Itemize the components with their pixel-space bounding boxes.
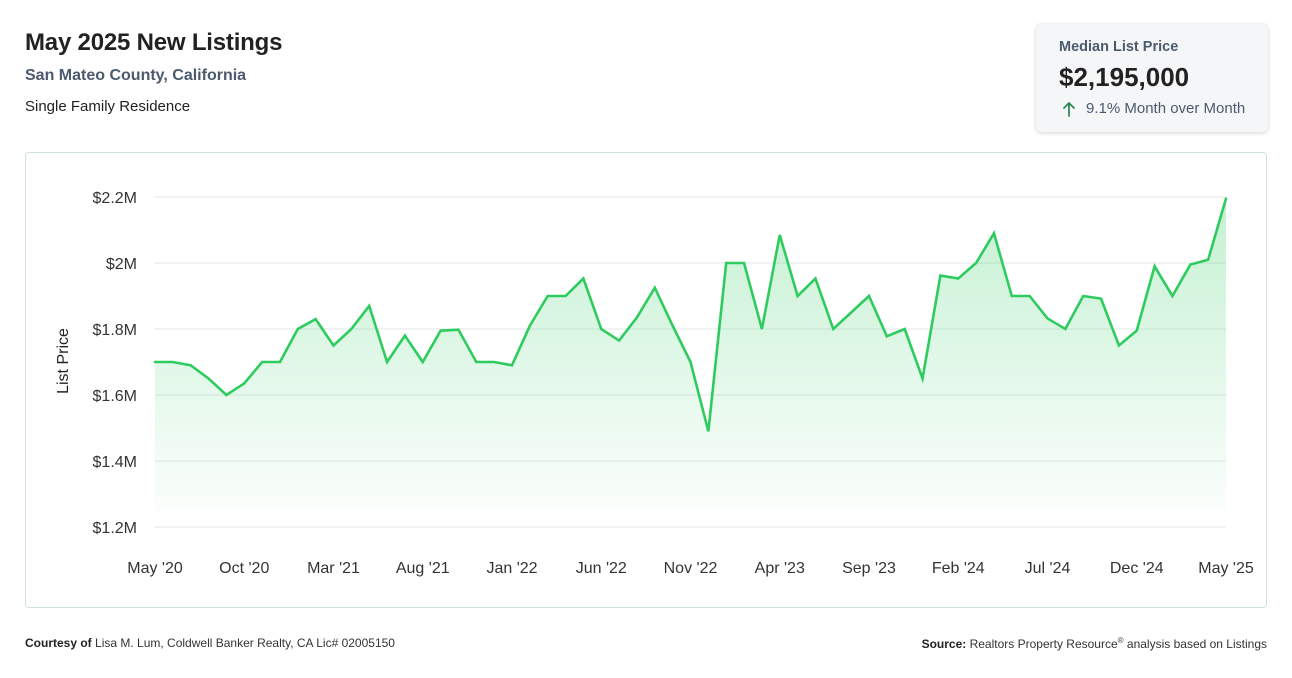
registered-mark: ® xyxy=(1117,636,1124,645)
source-text: Realtors Property Resource xyxy=(969,637,1118,651)
y-tick-label: $2.2M xyxy=(93,190,137,207)
x-tick-label: May '25 xyxy=(1198,560,1254,577)
x-tick-label: Sep '23 xyxy=(842,560,896,577)
median-list-price-card: Median List Price $2,195,000 9.1% Month … xyxy=(1036,24,1268,132)
y-tick-labels: $2.2M $2M $1.8M $1.6M $1.4M $1.2M xyxy=(93,190,137,537)
x-tick-label: May '20 xyxy=(127,560,183,577)
courtesy-note: Courtesy of Lisa M. Lum, Coldwell Banker… xyxy=(25,636,395,650)
y-tick-label: $1.4M xyxy=(93,454,137,471)
source-text-2: analysis based on Listings xyxy=(1126,637,1267,651)
series-line-path xyxy=(153,197,1228,432)
x-tick-label: Jul '24 xyxy=(1025,560,1071,577)
page-title: May 2025 New Listings xyxy=(25,29,283,56)
stat-label: Median List Price xyxy=(1059,39,1179,55)
area-fill-path xyxy=(155,198,1226,511)
y-tick-label: $1.8M xyxy=(93,322,137,339)
source-label: Source: xyxy=(921,637,967,651)
chart-frame: $2.2M $2M $1.8M $1.6M $1.4M $1.2M May '20 Oct … xyxy=(25,152,1267,608)
list-price-chart: $2.2M $2M $1.8M $1.6M $1.4M $1.2M May '20 Oct … xyxy=(55,190,1254,577)
x-tick-label: Mar '21 xyxy=(307,560,360,577)
location-subtitle: San Mateo County, California xyxy=(25,67,247,84)
area-fill xyxy=(155,198,1226,511)
source-note: Source: Realtors Property Resource® anal… xyxy=(922,636,1267,651)
x-tick-label: Aug '21 xyxy=(396,560,450,577)
y-tick-label: $2M xyxy=(106,256,137,273)
arrow-up-icon xyxy=(1063,101,1075,117)
x-tick-label: Dec '24 xyxy=(1110,560,1164,577)
courtesy-label: Courtesy of xyxy=(25,636,92,650)
y-axis-label: List Price xyxy=(55,328,72,394)
courtesy-text: Lisa M. Lum, Coldwell Banker Realty, CA … xyxy=(95,636,395,650)
stat-value: $2,195,000 xyxy=(1059,62,1190,92)
x-tick-labels: May '20 Oct '20 Mar '21 Aug '21 Jan '22 Jun '… xyxy=(127,560,1254,577)
x-tick-label: Jan '22 xyxy=(486,560,537,577)
y-tick-label: $1.2M xyxy=(93,520,137,537)
x-tick-label: Oct '20 xyxy=(219,560,269,577)
property-type-label: Single Family Residence xyxy=(25,98,191,115)
x-tick-label: Jun '22 xyxy=(576,560,627,577)
series-line xyxy=(153,197,1228,432)
stat-change: 9.1% Month over Month xyxy=(1062,100,1245,117)
x-tick-label: Feb '24 xyxy=(932,560,985,577)
y-tick-label: $1.6M xyxy=(93,388,137,405)
x-tick-label: Nov '22 xyxy=(664,560,718,577)
stat-change-text: 9.1% Month over Month xyxy=(1086,100,1246,117)
x-tick-label: Apr '23 xyxy=(755,560,805,577)
